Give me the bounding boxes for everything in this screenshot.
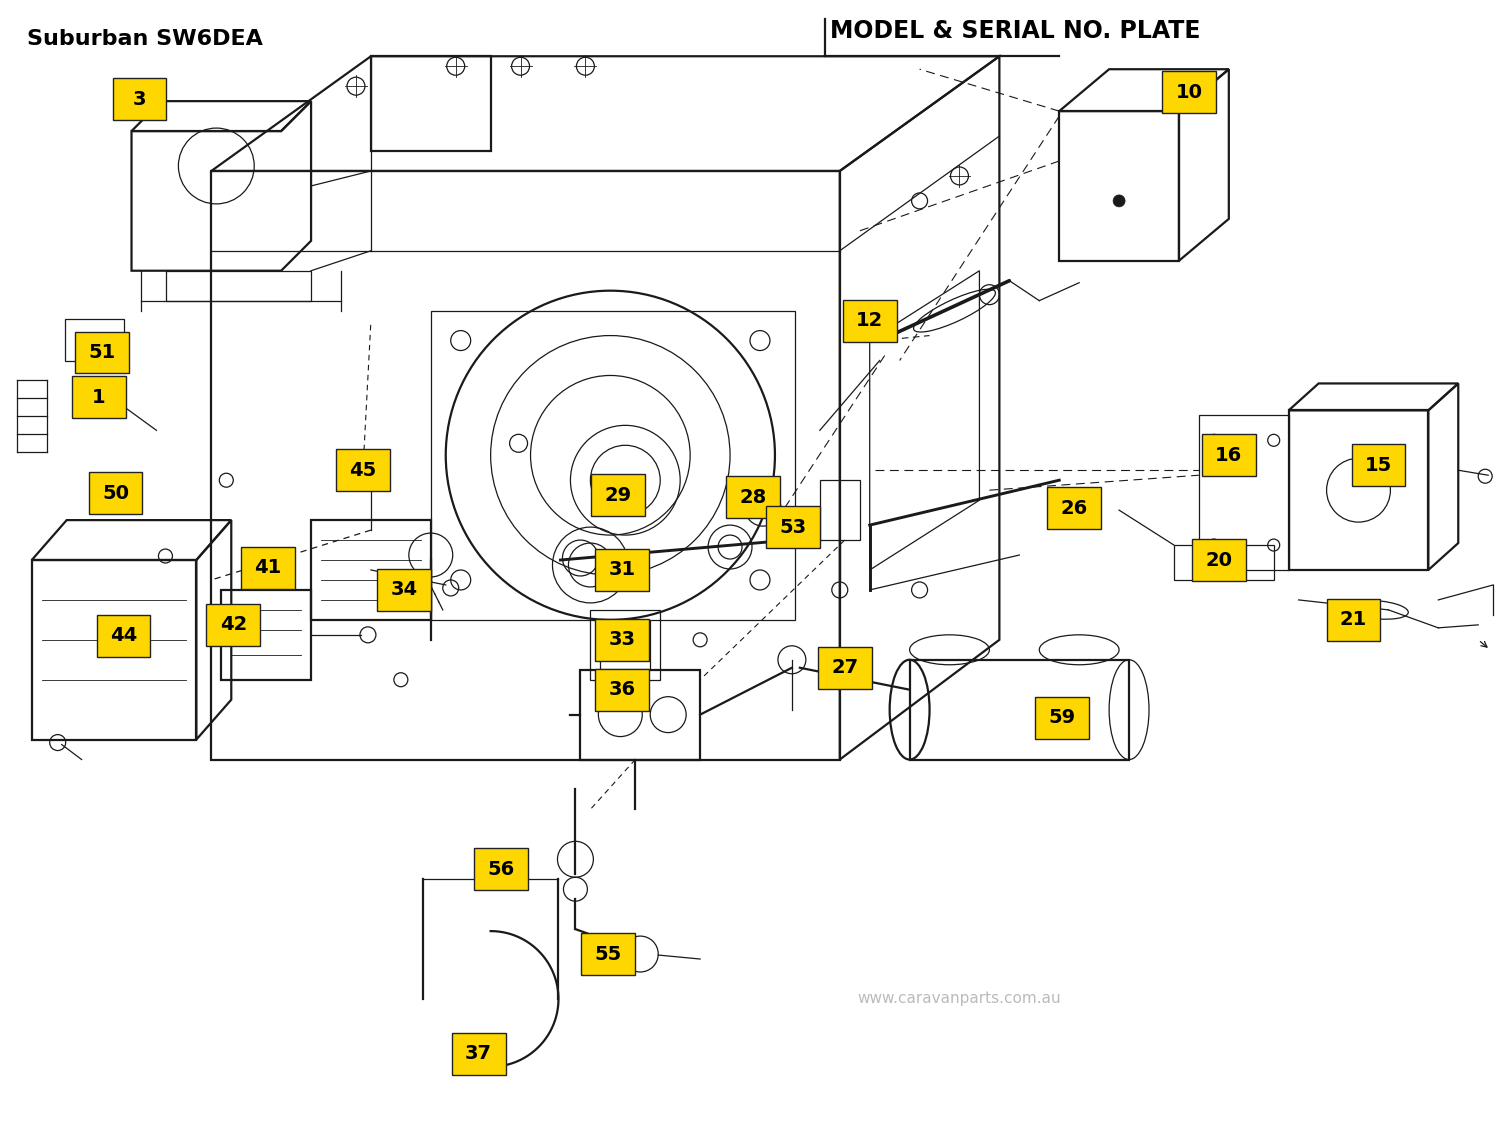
Text: 36: 36 — [609, 680, 636, 700]
Text: 55: 55 — [594, 944, 622, 963]
FancyBboxPatch shape — [72, 377, 126, 419]
Text: 34: 34 — [390, 581, 417, 600]
Text: 3: 3 — [134, 89, 147, 109]
Text: 45: 45 — [350, 461, 376, 480]
Text: 51: 51 — [88, 343, 116, 362]
Text: 50: 50 — [102, 483, 129, 503]
FancyBboxPatch shape — [596, 619, 650, 661]
FancyBboxPatch shape — [1202, 435, 1255, 477]
FancyBboxPatch shape — [88, 472, 142, 514]
FancyBboxPatch shape — [596, 549, 650, 591]
Text: Suburban SW6DEA: Suburban SW6DEA — [27, 29, 262, 50]
FancyBboxPatch shape — [1035, 696, 1089, 738]
FancyBboxPatch shape — [591, 474, 645, 516]
FancyBboxPatch shape — [726, 477, 780, 518]
FancyBboxPatch shape — [112, 78, 166, 120]
FancyBboxPatch shape — [596, 669, 650, 711]
FancyBboxPatch shape — [1192, 539, 1246, 581]
FancyBboxPatch shape — [818, 646, 872, 688]
Text: 27: 27 — [831, 658, 858, 677]
Text: 28: 28 — [740, 488, 766, 507]
Text: 21: 21 — [1340, 610, 1366, 629]
FancyBboxPatch shape — [474, 848, 528, 890]
FancyBboxPatch shape — [843, 300, 897, 342]
Text: 59: 59 — [1048, 709, 1076, 727]
FancyBboxPatch shape — [242, 547, 296, 589]
FancyBboxPatch shape — [207, 603, 260, 645]
FancyBboxPatch shape — [1352, 444, 1406, 487]
Text: RO: RO — [84, 333, 104, 346]
Text: 1: 1 — [92, 388, 105, 406]
Text: 12: 12 — [856, 311, 883, 331]
Text: 26: 26 — [1060, 498, 1088, 517]
FancyBboxPatch shape — [582, 933, 636, 975]
Circle shape — [1113, 195, 1125, 207]
FancyBboxPatch shape — [766, 506, 820, 548]
Text: 42: 42 — [219, 616, 248, 634]
FancyBboxPatch shape — [96, 615, 150, 657]
Text: www.caravanparts.com.au: www.caravanparts.com.au — [858, 992, 1062, 1006]
FancyBboxPatch shape — [336, 449, 390, 491]
Text: 37: 37 — [465, 1045, 492, 1063]
Text: 16: 16 — [1215, 446, 1242, 465]
Text: 29: 29 — [604, 486, 631, 505]
Text: 56: 56 — [488, 860, 514, 878]
Text: 33: 33 — [609, 631, 636, 650]
FancyBboxPatch shape — [1162, 71, 1216, 113]
Text: 41: 41 — [255, 558, 282, 577]
Text: 15: 15 — [1365, 456, 1392, 474]
Text: 53: 53 — [780, 517, 807, 537]
Text: 44: 44 — [110, 626, 136, 645]
Text: 10: 10 — [1176, 83, 1203, 102]
FancyBboxPatch shape — [1326, 599, 1380, 641]
FancyBboxPatch shape — [1047, 487, 1101, 529]
Text: 31: 31 — [609, 560, 636, 580]
Text: MODEL & SERIAL NO. PLATE: MODEL & SERIAL NO. PLATE — [830, 19, 1200, 43]
FancyBboxPatch shape — [452, 1032, 506, 1074]
FancyBboxPatch shape — [376, 569, 430, 611]
Text: 20: 20 — [1206, 550, 1233, 569]
FancyBboxPatch shape — [75, 332, 129, 374]
